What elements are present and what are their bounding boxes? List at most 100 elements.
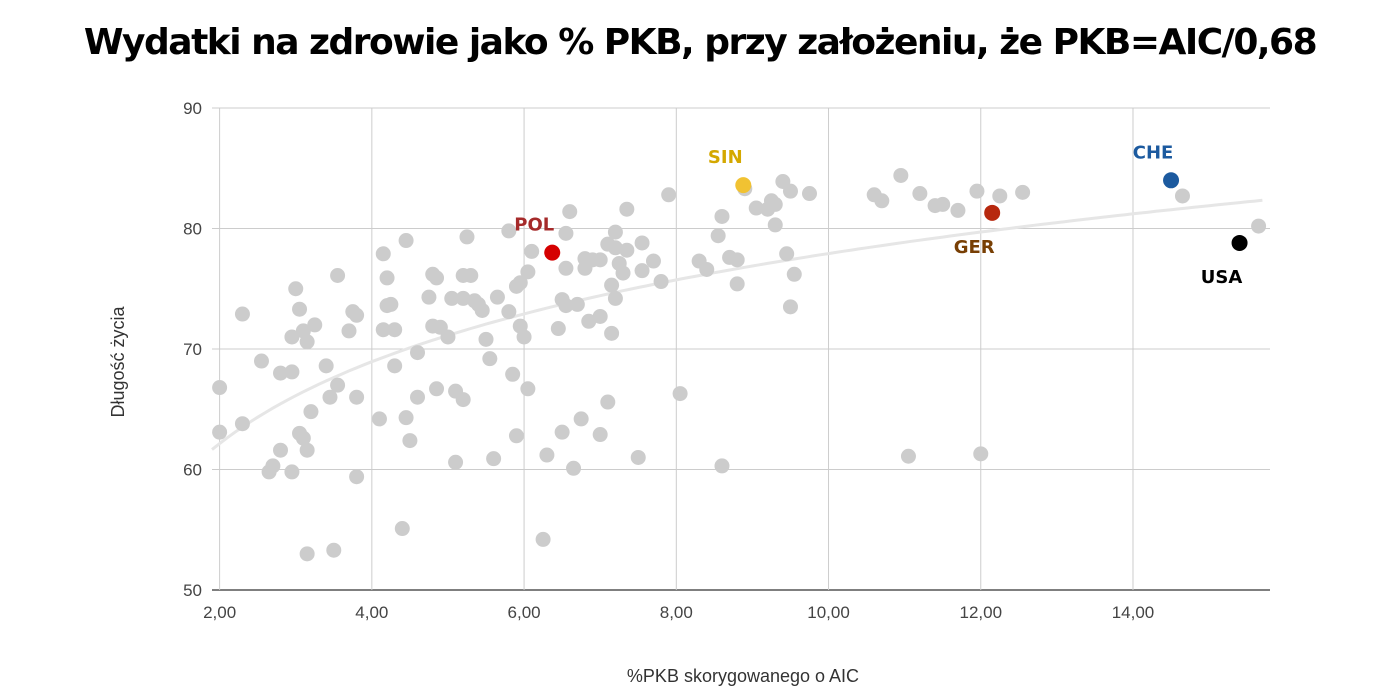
point-ger — [984, 204, 1001, 221]
data-point — [539, 447, 555, 463]
data-point — [402, 433, 418, 449]
data-point — [387, 358, 403, 374]
x-axis-label: %PKB skorygowanego o AIC — [627, 666, 859, 686]
data-point — [935, 196, 951, 212]
data-point — [410, 345, 426, 361]
x-tick-label: 8,00 — [660, 603, 693, 622]
data-point — [421, 289, 437, 305]
data-point — [444, 290, 460, 306]
data-point — [322, 389, 338, 405]
label-pol: POL — [514, 215, 554, 236]
data-point — [630, 449, 646, 465]
data-point — [607, 240, 623, 256]
y-axis-label: Długość życia — [108, 305, 128, 417]
data-point — [234, 416, 250, 432]
data-point — [478, 331, 494, 347]
trendline — [211, 198, 1263, 451]
data-point — [512, 275, 528, 291]
data-point — [767, 196, 783, 212]
data-point — [619, 201, 635, 217]
data-point — [714, 208, 730, 224]
data-point — [615, 265, 631, 281]
data-point — [234, 306, 250, 322]
data-point — [212, 424, 228, 440]
data-point — [520, 264, 536, 280]
data-point — [900, 448, 916, 464]
data-point — [973, 446, 989, 462]
data-point — [645, 253, 661, 269]
data-point — [779, 246, 795, 262]
point-che — [1163, 172, 1180, 189]
data-point — [371, 411, 387, 427]
data-point — [634, 263, 650, 279]
data-point — [299, 546, 315, 562]
y-tick-label: 70 — [183, 340, 202, 359]
data-point — [748, 200, 764, 216]
data-point — [501, 304, 517, 320]
data-point — [710, 228, 726, 244]
data-point — [573, 411, 589, 427]
data-point — [619, 242, 635, 258]
x-tick-label: 10,00 — [807, 603, 850, 622]
data-point — [516, 329, 532, 345]
data-point — [729, 252, 745, 268]
point-usa — [1231, 234, 1248, 251]
data-point — [295, 430, 311, 446]
data-point — [992, 188, 1008, 204]
data-point — [912, 186, 928, 202]
y-tick-label: 80 — [183, 220, 202, 239]
data-point — [592, 252, 608, 268]
label-usa: USA — [1201, 267, 1243, 288]
data-point — [349, 389, 365, 405]
data-point — [558, 225, 574, 241]
data-point — [607, 224, 623, 240]
data-point — [489, 289, 505, 305]
data-point — [303, 404, 319, 420]
data-point — [253, 353, 269, 369]
trendline-path — [211, 198, 1263, 451]
data-point — [212, 380, 228, 396]
data-point — [429, 270, 445, 286]
y-tick-label: 60 — [183, 461, 202, 480]
data-point — [634, 235, 650, 251]
data-point — [524, 243, 540, 259]
data-point — [375, 322, 391, 338]
x-tick-label: 14,00 — [1112, 603, 1155, 622]
data-point — [474, 302, 490, 318]
data-point — [455, 392, 471, 408]
data-point — [558, 260, 574, 276]
data-point — [383, 296, 399, 312]
data-point — [482, 351, 498, 367]
data-point — [299, 334, 315, 350]
data-point — [318, 358, 334, 374]
y-tick-label: 90 — [183, 99, 202, 118]
data-point — [265, 458, 281, 474]
x-tick-label: 12,00 — [959, 603, 1002, 622]
data-point — [375, 246, 391, 262]
data-point — [714, 458, 730, 474]
data-point — [786, 266, 802, 282]
highlighted-points: POL SIN GER CHE USA — [514, 142, 1248, 288]
data-point — [398, 410, 414, 426]
data-point — [330, 267, 346, 283]
data-point — [782, 183, 798, 199]
data-point — [729, 276, 745, 292]
x-tick-label: 4,00 — [355, 603, 388, 622]
x-tick-label: 2,00 — [203, 603, 236, 622]
data-point — [349, 469, 365, 485]
data-point — [501, 223, 517, 239]
label-che: CHE — [1133, 142, 1174, 163]
data-point — [284, 364, 300, 380]
data-point — [292, 301, 308, 317]
data-point — [672, 386, 688, 402]
data-point — [1251, 218, 1267, 234]
data-point — [379, 270, 395, 286]
data-point — [592, 427, 608, 443]
data-point — [440, 329, 456, 345]
data-point — [893, 167, 909, 183]
chart-title: Wydatki na zdrowie jako % PKB, przy zało… — [83, 22, 1318, 63]
data-point — [569, 296, 585, 312]
data-point — [874, 193, 890, 209]
data-point — [284, 329, 300, 345]
